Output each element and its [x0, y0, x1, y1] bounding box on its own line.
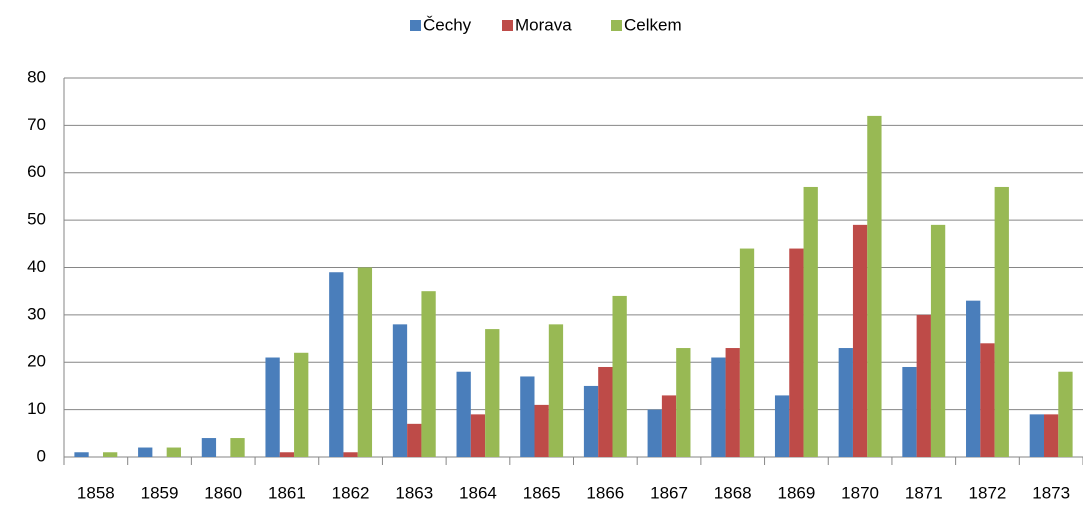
bar — [789, 248, 804, 457]
bar — [647, 409, 662, 457]
y-tick-label: 70 — [27, 115, 46, 134]
y-tick-label: 80 — [27, 67, 46, 86]
legend-swatch — [410, 20, 421, 31]
bar — [916, 314, 931, 457]
bar — [102, 452, 118, 457]
bar — [470, 414, 486, 457]
bar — [357, 267, 373, 457]
bar — [852, 224, 868, 457]
y-tick-label: 60 — [27, 162, 46, 181]
y-tick-label: 0 — [37, 446, 46, 465]
bar — [534, 404, 549, 457]
x-tick-label: 1867 — [650, 483, 688, 502]
bar — [867, 115, 882, 458]
bar — [1044, 414, 1059, 457]
legend-swatch — [502, 20, 513, 31]
x-tick-label: 1860 — [204, 483, 242, 502]
bar — [294, 352, 309, 457]
y-tick-label: 10 — [27, 399, 46, 418]
bar — [407, 423, 422, 457]
y-tick-label: 50 — [27, 210, 46, 229]
bar — [230, 438, 245, 457]
bar — [485, 329, 500, 457]
x-tick-label: 1868 — [714, 483, 752, 502]
bar — [74, 452, 89, 457]
legend-swatch — [611, 20, 622, 31]
bar — [201, 438, 217, 457]
bar — [803, 186, 818, 457]
y-tick-label: 40 — [27, 257, 46, 276]
legend-label: Morava — [515, 15, 572, 34]
x-tick-label: 1858 — [77, 483, 115, 502]
bar — [520, 376, 535, 457]
bar — [392, 324, 408, 457]
x-tick-label: 1859 — [141, 483, 179, 502]
bar — [343, 452, 358, 457]
y-tick-label: 30 — [27, 304, 46, 323]
bar — [548, 324, 564, 457]
x-tick-label: 1865 — [523, 483, 561, 502]
bar — [598, 366, 613, 457]
bar — [966, 300, 981, 457]
bar — [138, 447, 153, 457]
legend-label: Čechy — [423, 15, 472, 34]
x-tick-label: 1862 — [332, 483, 370, 502]
bar — [456, 371, 471, 457]
x-tick-label: 1863 — [395, 483, 433, 502]
bar — [329, 272, 344, 457]
bar — [421, 291, 436, 457]
bar — [1058, 371, 1073, 457]
bar — [725, 348, 740, 457]
x-tick-label: 1872 — [969, 483, 1007, 502]
x-tick-label: 1864 — [459, 483, 497, 502]
bar — [774, 395, 790, 457]
x-tick-label: 1869 — [777, 483, 815, 502]
bar — [711, 357, 726, 457]
bar — [166, 447, 181, 457]
bar — [661, 395, 677, 457]
legend-label: Celkem — [624, 15, 682, 34]
bar — [838, 348, 853, 457]
x-tick-label: 1866 — [586, 483, 624, 502]
bar — [980, 343, 995, 457]
bar — [1029, 414, 1045, 457]
y-tick-label: 20 — [27, 352, 46, 371]
bar — [583, 385, 599, 457]
bar — [265, 357, 280, 457]
bar — [994, 186, 1009, 457]
bar — [739, 248, 755, 457]
bar — [902, 366, 917, 457]
bar — [930, 224, 946, 457]
x-tick-label: 1873 — [1032, 483, 1070, 502]
x-tick-label: 1870 — [841, 483, 879, 502]
bar — [676, 348, 691, 457]
bar — [612, 295, 627, 457]
x-tick-label: 1871 — [905, 483, 943, 502]
x-tick-label: 1861 — [268, 483, 306, 502]
bar — [279, 452, 295, 457]
